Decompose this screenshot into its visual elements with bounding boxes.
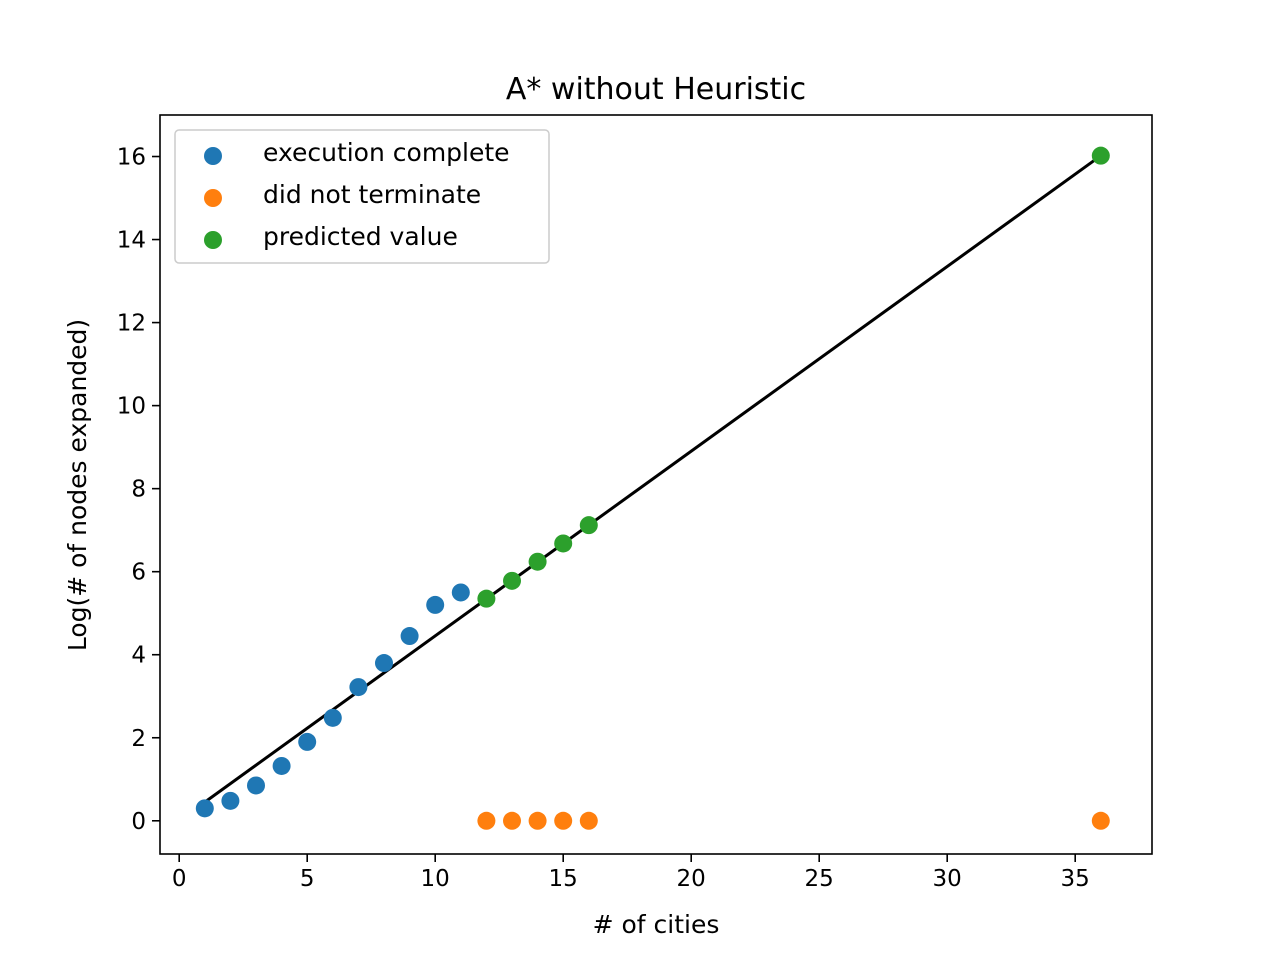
x-tick-label: 25 [805, 866, 834, 892]
legend-label-predicted-value: predicted value [263, 222, 458, 251]
y-tick-label: 16 [117, 145, 146, 171]
point-did-not-terminate [579, 811, 598, 830]
y-tick-label: 6 [131, 560, 146, 586]
point-predicted-value [579, 516, 598, 535]
point-predicted-value [477, 589, 496, 608]
point-execution-complete [195, 799, 214, 818]
x-tick-label: 10 [421, 866, 450, 892]
x-tick-label: 0 [172, 866, 187, 892]
point-execution-complete [400, 627, 419, 646]
x-axis-ticks: 0 5 10 15 20 25 30 35 [172, 854, 1090, 892]
point-did-not-terminate [554, 811, 573, 830]
y-tick-label: 8 [131, 477, 146, 503]
point-execution-complete [298, 732, 317, 751]
plot-frame [159, 114, 1153, 855]
point-did-not-terminate [477, 811, 496, 830]
legend-box [174, 129, 550, 264]
legend-label-did-not-terminate: did not terminate [263, 180, 481, 209]
point-execution-complete [426, 595, 445, 614]
legend-marker-did-not-terminate [204, 189, 222, 207]
y-tick-label: 14 [117, 228, 146, 254]
point-execution-complete [323, 708, 342, 727]
point-execution-complete [349, 678, 368, 697]
chart-title: A* without Heuristic [506, 72, 806, 107]
point-execution-complete [272, 756, 291, 775]
x-tick-label: 20 [677, 866, 706, 892]
legend-marker-predicted-value [204, 231, 222, 249]
point-execution-complete [375, 654, 393, 673]
point-predicted-value [1091, 146, 1110, 165]
point-did-not-terminate [1091, 811, 1110, 830]
point-predicted-value [528, 552, 547, 571]
point-did-not-terminate [528, 811, 547, 830]
point-execution-complete [451, 583, 470, 602]
point-predicted-value [554, 534, 573, 553]
legend-label-execution-complete: execution complete [263, 138, 510, 167]
y-tick-label: 12 [117, 311, 146, 337]
y-tick-label: 0 [131, 809, 146, 835]
x-axis-label: # of cities [593, 910, 720, 939]
x-tick-label: 5 [300, 866, 315, 892]
y-axis-ticks: 0 2 4 6 8 10 12 14 16 [117, 145, 160, 835]
y-axis-label: Log(# of nodes expanded) [63, 319, 92, 651]
point-execution-complete [221, 791, 240, 810]
point-predicted-value [503, 571, 521, 590]
x-tick-label: 35 [1061, 866, 1090, 892]
point-did-not-terminate [503, 811, 521, 830]
x-tick-label: 30 [933, 866, 962, 892]
legend-marker-execution-complete [204, 147, 222, 165]
x-tick-label: 15 [549, 866, 578, 892]
y-tick-label: 2 [131, 726, 146, 752]
data-points-layer [195, 146, 1110, 830]
y-tick-label: 4 [131, 643, 146, 669]
point-execution-complete [247, 776, 265, 795]
y-tick-label: 10 [117, 394, 146, 420]
legend: execution complete did not terminate pre… [174, 129, 550, 264]
